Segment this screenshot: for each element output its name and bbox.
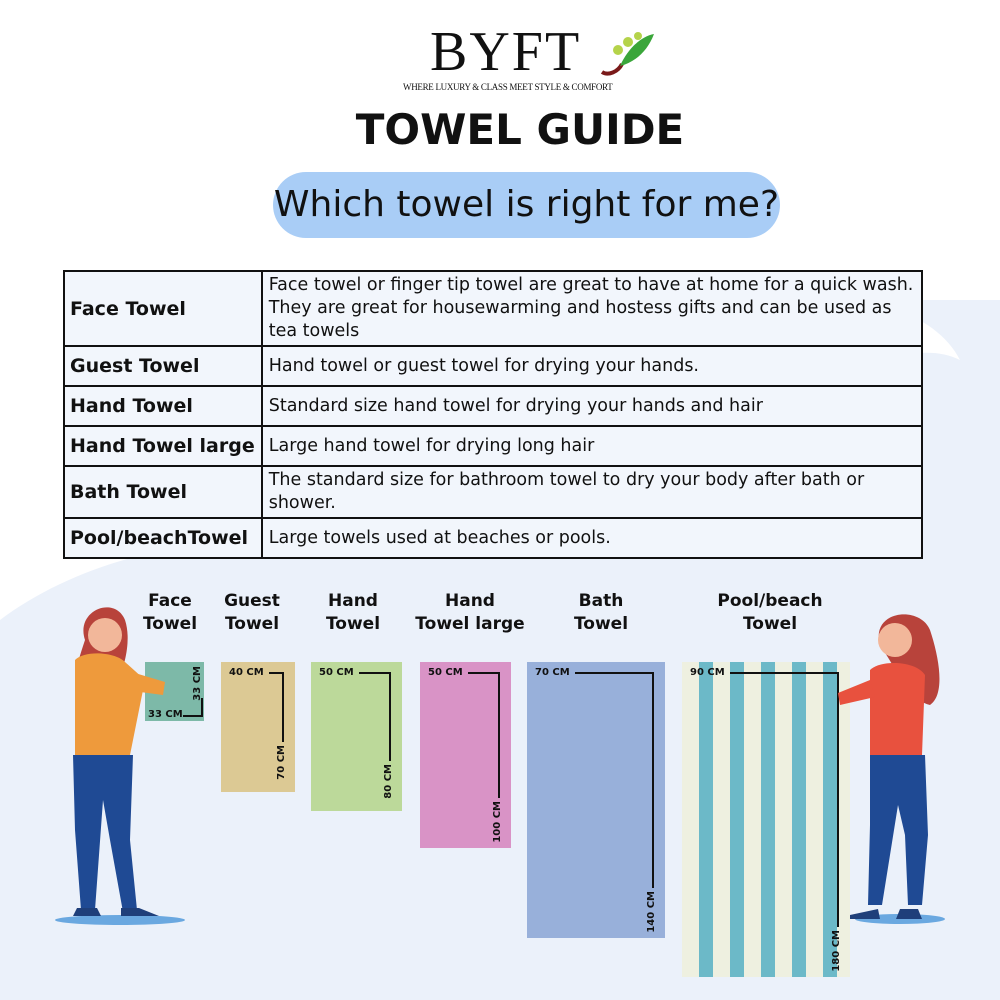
label-line: Towel	[742, 614, 798, 634]
dim-line	[183, 715, 203, 717]
towel-swatch	[682, 662, 850, 977]
subtitle-pill: Which towel is right for me?	[273, 172, 780, 238]
leaf-icon	[600, 32, 654, 76]
dim-line	[269, 672, 284, 674]
towel-swatch	[311, 662, 402, 811]
width-dim: 33 CM	[148, 709, 183, 720]
woman-right-illustration	[838, 614, 945, 924]
towel-desc: Hand towel or guest towel for drying you…	[260, 345, 924, 387]
label-line: Towel	[325, 614, 381, 634]
table-row: Guest Towel Hand towel or guest towel for…	[63, 345, 924, 387]
table-row: Bath Towel The standard size for bathroom…	[63, 465, 924, 519]
towel-desc: Large towels used at beaches or pools.	[260, 517, 924, 559]
brand-logo: BYFT	[430, 21, 582, 83]
label-line: Guest	[224, 591, 280, 611]
towel-swatch	[420, 662, 511, 848]
towel-name: Guest Towel	[63, 345, 263, 387]
label-line: Pool/beach	[717, 591, 823, 611]
width-dim: 40 CM	[229, 667, 264, 678]
label-line: Towel large	[415, 614, 525, 634]
height-dim: 100 CM	[492, 801, 503, 843]
towel-desc: The standard size for bathroom towel to …	[260, 465, 924, 519]
towel-label: Face Towel	[90, 590, 250, 636]
towel-name: Hand Towel large	[63, 425, 263, 467]
dim-line	[837, 672, 839, 927]
brand-tagline: WHERE LUXURY & CLASS MEET STYLE & COMFOR…	[403, 82, 613, 92]
label-line: Hand	[328, 591, 378, 611]
width-dim: 50 CM	[428, 667, 463, 678]
label-line: Hand	[445, 591, 495, 611]
towel-desc: Face towel or finger tip towel are great…	[260, 270, 924, 347]
towel-desc: Large hand towel for drying long hair	[260, 425, 924, 467]
towel-desc: Standard size hand towel for drying your…	[260, 385, 924, 427]
dim-line	[201, 698, 203, 717]
towel-label: Bath Towel	[521, 590, 681, 636]
table-row: Face Towel Face towel or finger tip towel…	[63, 270, 924, 347]
label-line: Bath	[578, 591, 624, 611]
width-dim: 90 CM	[690, 667, 725, 678]
width-dim: 50 CM	[319, 667, 354, 678]
height-dim: 180 CM	[831, 930, 842, 972]
label-line: Towel	[573, 614, 629, 634]
dim-line	[498, 672, 500, 798]
towel-name: Bath Towel	[63, 465, 263, 519]
table-row: Pool/beachTowel Large towels used at beac…	[63, 517, 924, 559]
desc-line: They are great for housewarming and host…	[268, 298, 892, 341]
label-line: Face	[148, 591, 192, 611]
height-dim: 80 CM	[383, 764, 394, 799]
dim-line	[575, 672, 654, 674]
width-dim: 70 CM	[535, 667, 570, 678]
dim-line	[730, 672, 839, 674]
towel-label: Hand Towel large	[390, 590, 550, 636]
dim-line	[389, 672, 391, 761]
height-dim: 140 CM	[646, 891, 657, 933]
dim-line	[652, 672, 654, 888]
towel-label: Guest Towel	[172, 590, 332, 636]
page-title: TOWEL GUIDE	[355, 105, 685, 154]
dim-line	[468, 672, 500, 674]
label-line: Towel	[142, 614, 198, 634]
desc-line: Face towel or finger tip towel are great…	[268, 275, 914, 295]
table-row: Hand Towel large Large hand towel for dry…	[63, 425, 924, 467]
towel-label: Hand Towel	[273, 590, 433, 636]
towel-name: Hand Towel	[63, 385, 263, 427]
towel-label: Pool/beach Towel	[690, 590, 850, 636]
woman-left-illustration	[55, 607, 185, 925]
dim-line	[282, 672, 284, 742]
towel-name: Pool/beachTowel	[63, 517, 263, 559]
towel-swatch	[527, 662, 665, 938]
towel-name: Face Towel	[63, 270, 263, 347]
table-row: Hand Towel Standard size hand towel for d…	[63, 385, 924, 427]
towel-table: Face Towel Face towel or finger tip towel…	[63, 270, 924, 559]
dim-line	[359, 672, 391, 674]
height-dim: 70 CM	[276, 745, 287, 780]
label-line: Towel	[224, 614, 280, 634]
